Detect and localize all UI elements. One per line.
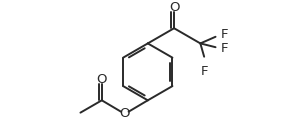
Text: F: F <box>221 42 229 55</box>
Text: F: F <box>221 28 229 41</box>
Text: O: O <box>96 73 107 86</box>
Text: O: O <box>120 107 130 120</box>
Text: O: O <box>169 1 179 14</box>
Text: F: F <box>200 65 208 78</box>
